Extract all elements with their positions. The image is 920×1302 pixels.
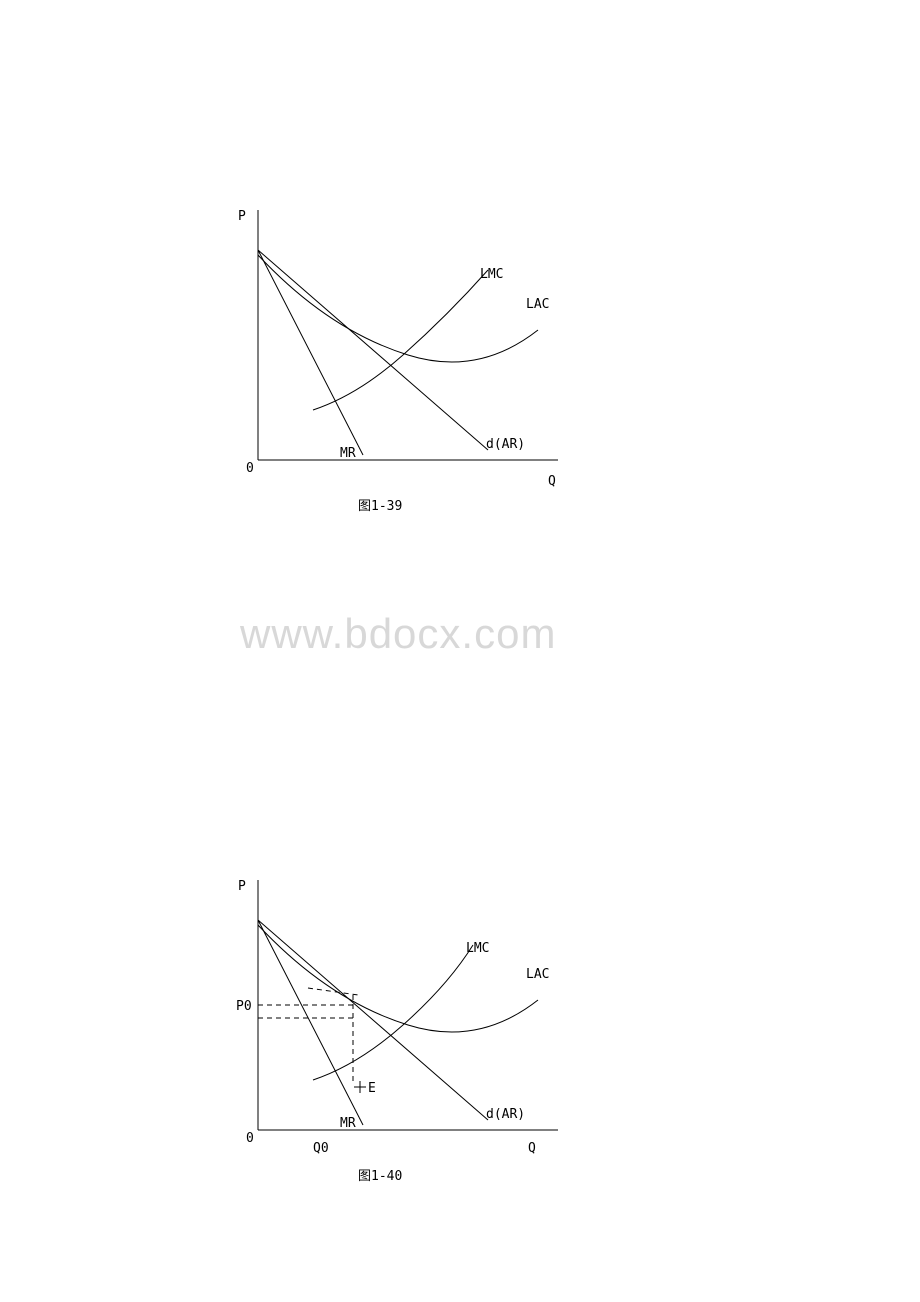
mr-curve	[258, 250, 363, 455]
chart-caption: 图1-39	[358, 499, 402, 514]
lmc-label: LMC	[480, 267, 503, 282]
lac-label: LAC	[526, 967, 549, 982]
mr-curve	[258, 920, 363, 1125]
lmc-label: LMC	[466, 941, 489, 956]
d-ar-label: d(AR)	[486, 437, 525, 452]
p0-label: P0	[236, 999, 252, 1014]
lac-label: LAC	[526, 297, 549, 312]
lmc-curve	[313, 270, 488, 410]
d-ar-label: d(AR)	[486, 1107, 525, 1122]
origin-label: 0	[246, 1131, 254, 1146]
lac-curve	[258, 925, 538, 1032]
y-axis-label: P	[238, 879, 246, 894]
x-axis-label: Q	[548, 474, 556, 489]
d-ar-curve	[258, 250, 488, 450]
x-axis-label: Q	[528, 1141, 536, 1156]
chart-1-39: P Q 0 d(AR) MR LAC LMC 图1-39	[208, 200, 588, 520]
e-label: E	[368, 1081, 376, 1096]
watermark-text: www.bdocx.com	[240, 610, 556, 658]
lmc-curve	[313, 945, 473, 1080]
mr-label: MR	[340, 446, 356, 461]
y-axis-label: P	[238, 209, 246, 224]
q0-label: Q0	[313, 1141, 329, 1156]
origin-label: 0	[246, 461, 254, 476]
mr-label: MR	[340, 1116, 356, 1131]
chart-caption: 图1-40	[358, 1169, 402, 1184]
chart-1-40: P Q 0 E P0 Q0 d(AR) MR LAC LMC 图1-40	[208, 870, 588, 1190]
